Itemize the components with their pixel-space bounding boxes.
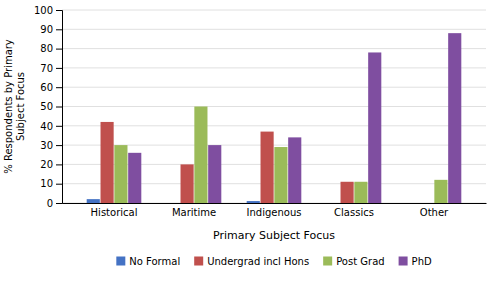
bar: [354, 182, 367, 203]
x-tick: Classics: [334, 203, 374, 218]
legend-label: Post Grad: [336, 256, 384, 267]
grid-line: [62, 125, 486, 126]
x-tick-label: Historical: [91, 207, 138, 218]
y-tick-label: 80: [40, 43, 53, 54]
bar: [368, 52, 381, 203]
y-tick: 50: [40, 101, 62, 112]
y-tick: 0: [47, 198, 62, 209]
y-tick: 60: [40, 82, 62, 93]
bar-series: [114, 107, 447, 204]
plot: 0 10 20 30 40 50 60 70 80 90 100 Historical Maritime…: [34, 5, 487, 218]
y-axis-title: % Respondents by PrimarySubject Focus: [3, 39, 26, 174]
y-axis: 0 10 20 30 40 50 60 70 80 90 100: [34, 5, 63, 209]
y-tick: 90: [40, 24, 62, 35]
x-tick-label: Indigenous: [247, 207, 302, 218]
bar-series: [101, 122, 354, 203]
y-tick-label: 60: [40, 82, 53, 93]
legend-swatch: [194, 257, 203, 266]
x-tick: Other: [420, 203, 449, 218]
legend-item: PhD: [399, 256, 432, 267]
y-tick: 20: [40, 159, 62, 170]
legend-item: Post Grad: [323, 256, 384, 267]
bars: [87, 33, 462, 203]
chart: 0 10 20 30 40 50 60 70 80 90 100 Historical Maritime…: [0, 0, 500, 283]
y-tick-mark: [56, 29, 62, 30]
y-tick-label: 30: [40, 140, 53, 151]
y-tick-label: 100: [34, 5, 53, 16]
x-tick: Maritime: [172, 203, 216, 218]
y-tick-mark: [56, 164, 62, 165]
legend-swatch: [399, 257, 408, 266]
bar: [194, 107, 207, 204]
y-tick-mark: [56, 107, 62, 108]
bar: [327, 203, 340, 204]
legend-swatch: [116, 257, 125, 266]
y-tick: 40: [40, 121, 62, 132]
bar: [167, 203, 180, 204]
legend-label: No Formal: [129, 256, 180, 267]
x-tick: Indigenous: [247, 203, 302, 218]
y-tick-label: 90: [40, 24, 53, 35]
bar: [114, 145, 127, 203]
y-tick: 70: [40, 63, 62, 74]
y-tick-mark: [56, 203, 62, 204]
bar: [434, 180, 447, 203]
y-tick-label: 40: [40, 121, 53, 132]
legend-item: Undergrad incl Hons: [194, 256, 309, 267]
x-tick-label: Maritime: [172, 207, 216, 218]
legend: No Formal Undergrad incl Hons Post Grad PhD: [116, 256, 432, 267]
legend-item: No Formal: [116, 256, 180, 267]
bar: [101, 122, 114, 203]
bar: [407, 203, 420, 204]
y-tick-mark: [56, 68, 62, 69]
bar: [247, 201, 260, 203]
y-tick: 100: [34, 5, 62, 16]
y-axis-title-line: Subject Focus: [15, 72, 26, 141]
bar: [274, 147, 287, 203]
y-tick-label: 70: [40, 63, 53, 74]
bar: [448, 33, 461, 203]
x-tick-label: Other: [420, 207, 449, 218]
grid-line: [62, 106, 486, 107]
y-tick-label: 20: [40, 159, 53, 170]
y-tick-mark: [56, 10, 62, 11]
y-axis-title-line: % Respondents by Primary: [3, 39, 14, 174]
y-tick: 10: [40, 178, 62, 189]
bar: [341, 182, 354, 203]
bar: [208, 145, 221, 203]
grid-line: [62, 87, 486, 88]
y-axis-line: [56, 11, 63, 204]
grid: [62, 10, 486, 203]
bar: [261, 132, 274, 203]
legend-swatch: [323, 257, 332, 266]
y-tick-mark: [56, 87, 62, 88]
grid-line: [62, 10, 486, 11]
y-tick-label: 0: [47, 198, 53, 209]
y-tick-mark: [56, 126, 62, 127]
bar: [128, 153, 141, 203]
grid-line: [62, 29, 486, 30]
bar-series: [128, 33, 461, 203]
y-tick-mark: [56, 145, 62, 146]
bar: [421, 203, 434, 204]
x-axis-title: Primary Subject Focus: [213, 229, 335, 242]
bar: [288, 137, 301, 203]
x-tick: Historical: [91, 203, 138, 218]
y-tick: 80: [40, 43, 62, 54]
bar: [181, 164, 194, 203]
grid-line: [62, 67, 486, 68]
bar: [87, 199, 100, 203]
x-axis: Historical Maritime Indigenous Classics Othe…: [63, 203, 487, 218]
y-tick-label: 10: [40, 178, 53, 189]
legend-label: Undergrad incl Hons: [207, 256, 309, 267]
x-tick-label: Classics: [334, 207, 374, 218]
grid-line: [62, 48, 486, 49]
x-axis-line: [63, 203, 487, 204]
y-tick-mark: [56, 49, 62, 50]
legend-label: PhD: [412, 256, 432, 267]
y-tick-mark: [56, 184, 62, 185]
y-tick: 30: [40, 140, 62, 151]
y-tick-label: 50: [40, 101, 53, 112]
